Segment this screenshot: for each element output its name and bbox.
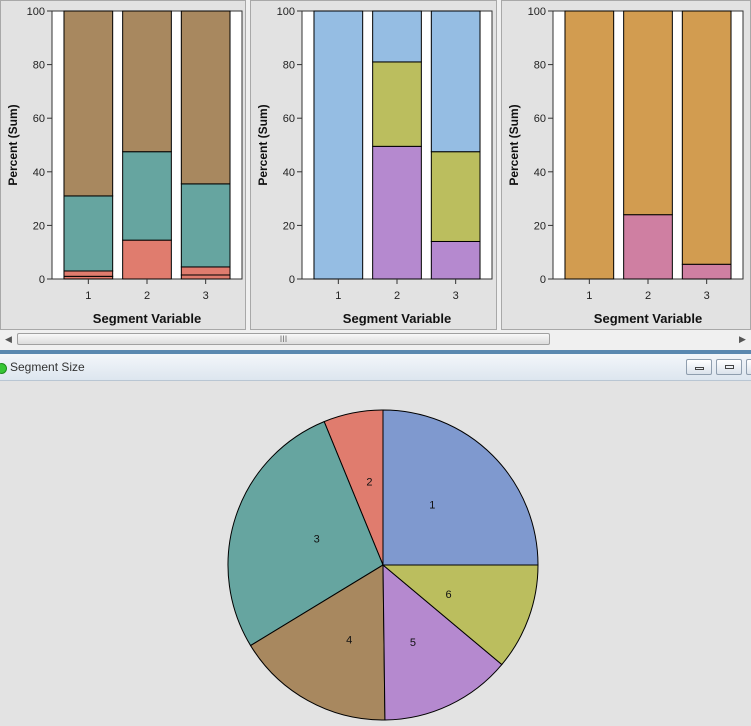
x-tick-label: 2 [394,290,400,302]
bar-3-cat-3-seg-2 [681,10,732,265]
pie-slice-label: 1 [429,500,435,512]
bar-1-cat-2-seg-4 [122,10,172,153]
y-tick-label: 80 [534,60,546,72]
bar-charts-area: Percent (Sum) 0 20 40 60 80 100 1 2 3 Segment Vari… [0,0,751,352]
y-tick-label: 0 [540,274,546,286]
pie-slice-1 [382,409,539,566]
x-tick-label: 1 [335,290,341,302]
segment-size-pie-chart: 1 2 3 4 5 6 [227,409,539,721]
bar-1-cat-3-seg-1 [180,274,231,280]
status-indicator-icon [0,363,7,374]
pane-divider[interactable] [0,350,751,354]
x-tick-label: 1 [586,290,592,302]
scroll-left-arrow-icon[interactable]: ◀ [5,334,12,344]
pie-slice-label: 2 [366,476,372,488]
bar-1-cat-1-seg-2 [63,270,114,277]
bar-3-cat-2-seg-2 [623,10,673,216]
x-tick-label: 3 [704,290,710,302]
bar-2-cat-1-seg-3 [313,10,364,280]
y-tick-label: 20 [33,220,45,232]
y-tick-label: 80 [283,60,295,72]
y-tick-label: 60 [33,113,45,125]
bar-chart-panel-2: Percent (Sum) 0 20 40 60 80 100 1 2 3 Segment Vari… [250,0,497,330]
bar-1-cat-2-seg-3 [122,151,172,241]
bar-3-cat-3-seg-1 [681,263,732,280]
x-tick-label: 3 [203,290,209,302]
scroll-right-arrow-icon[interactable]: ▶ [739,334,746,344]
minimize-button[interactable] [686,359,712,375]
bar-3-cat-1-seg-2 [564,10,615,280]
bar-2-cat-2-seg-2 [372,61,422,147]
pie-slice-5 [382,563,503,721]
pie-slice-label: 4 [346,635,352,647]
maximize-button[interactable] [716,359,742,375]
y-tick-label: 100 [528,6,546,18]
y-axis-title: Percent (Sum) [256,104,270,185]
bar-2-cat-3-seg-1 [430,240,481,280]
y-axis-title: Percent (Sum) [6,104,20,185]
segment-size-window-header: Segment Size [0,354,751,381]
bar-2-cat-2-seg-1 [372,145,422,280]
pie-chart-area: 1 2 3 4 5 6 [0,381,751,726]
y-tick-label: 60 [283,113,295,125]
minimize-icon [695,367,704,370]
x-tick-label: 1 [85,290,91,302]
pie-slice-label: 3 [314,533,320,545]
x-axis-title: Segment Variable [594,311,702,326]
y-axis-title: Percent (Sum) [507,104,521,185]
bar-2-cat-3-seg-2 [430,151,481,242]
bar-1-cat-1-seg-3 [63,195,114,272]
pie-slice-4 [249,564,386,721]
x-tick-label: 2 [144,290,150,302]
pie-slice-label: 5 [410,637,416,649]
bar-2-cat-3-seg-3 [430,10,481,153]
bar-1-cat-3-seg-3 [180,183,231,268]
bar-1-cat-2-seg-2 [122,239,172,280]
window-title: Segment Size [10,360,85,374]
y-tick-label: 20 [534,220,546,232]
bar-2-cat-2-seg-3 [372,10,422,63]
pie-slice-6 [381,564,539,666]
scrollbar-thumb[interactable]: III [17,333,550,345]
x-tick-label: 2 [645,290,651,302]
x-tick-label: 3 [453,290,459,302]
y-tick-label: 40 [283,167,295,179]
y-tick-label: 20 [283,220,295,232]
pie-slice-label: 6 [445,589,451,601]
y-tick-label: 100 [277,6,295,18]
y-tick-label: 0 [39,274,45,286]
y-tick-label: 100 [27,6,45,18]
bar-1-cat-3-seg-4 [180,10,231,185]
y-tick-label: 0 [289,274,295,286]
bar-chart-panel-3: Percent (Sum) 0 20 40 60 80 100 1 2 3 Segment Vari… [501,0,751,330]
maximize-icon [725,365,734,369]
scrollbar-grip-icon: III [279,334,288,344]
y-tick-label: 80 [33,60,45,72]
horizontal-scrollbar[interactable]: ◀ III ▶ [0,331,751,348]
close-button[interactable] [746,359,751,375]
bar-chart-panel-1: Percent (Sum) 0 20 40 60 80 100 1 2 3 Segment Vari… [0,0,246,330]
bar-1-cat-3-seg-2 [180,266,231,276]
bar-3-cat-2-seg-1 [623,214,673,280]
y-tick-label: 60 [534,113,546,125]
pie-slice-3 [227,420,384,647]
y-tick-label: 40 [33,167,45,179]
bar-1-cat-1-seg-4 [63,10,114,197]
x-axis-title: Segment Variable [93,311,201,326]
y-tick-label: 40 [534,167,546,179]
x-axis-title: Segment Variable [343,311,451,326]
